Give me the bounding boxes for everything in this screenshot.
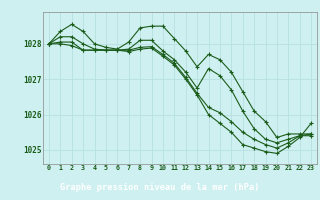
Text: Graphe pression niveau de la mer (hPa): Graphe pression niveau de la mer (hPa) — [60, 183, 260, 192]
